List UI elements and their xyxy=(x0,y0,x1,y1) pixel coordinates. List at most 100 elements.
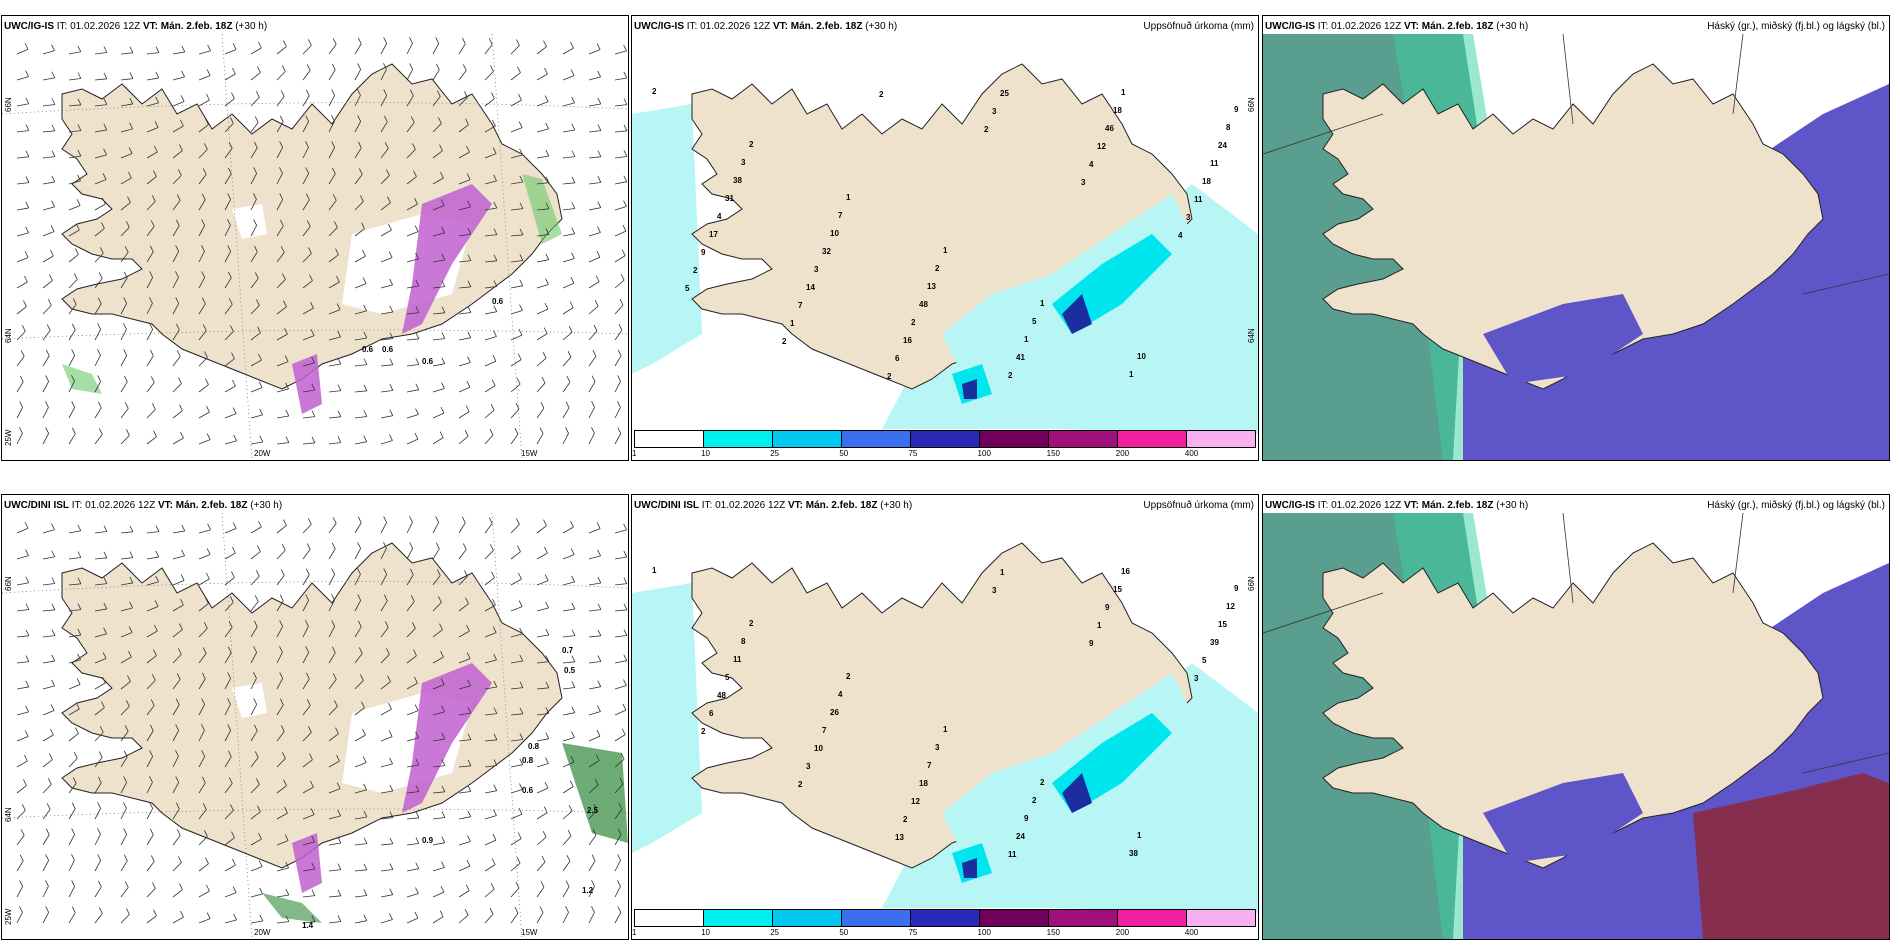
wind-barb xyxy=(328,600,335,612)
wind-barb xyxy=(328,173,336,185)
wind-barb xyxy=(94,658,107,664)
wind-barb-flag xyxy=(129,601,133,609)
wind-barb-flag xyxy=(565,401,570,408)
wind-barb xyxy=(458,576,468,586)
wind-barb-flag xyxy=(389,863,394,870)
precip-value-label: 8 xyxy=(1226,123,1231,132)
wind-barb-flag xyxy=(441,836,446,843)
wind-barb-flag xyxy=(71,375,75,382)
wind-barb-flag xyxy=(201,297,206,304)
colorbar-swatch xyxy=(704,910,773,926)
wind-barb-flag xyxy=(332,194,337,201)
wind-barb xyxy=(614,529,627,534)
wind-barb xyxy=(42,381,50,393)
wind-barb xyxy=(562,737,575,742)
wind-barb-flag xyxy=(308,247,312,254)
wind-barb xyxy=(510,660,523,664)
panel-field-title: Uppsöfnuð úrkoma (mm) xyxy=(1143,21,1254,32)
wind-barb xyxy=(172,782,180,794)
wind-barb xyxy=(94,355,101,367)
precip-value-label: 0.6 xyxy=(492,297,504,306)
wind-barb-flag xyxy=(71,349,76,356)
wind-barb-flag xyxy=(149,802,154,809)
wind-barb-flag xyxy=(488,38,493,45)
cloud-map-svg xyxy=(1263,34,1889,460)
wind-barb xyxy=(562,102,575,107)
wind-barb xyxy=(536,661,549,664)
wind-barb xyxy=(354,95,361,107)
wind-barb xyxy=(458,739,471,742)
wind-barb-flag xyxy=(493,707,498,714)
wind-barb xyxy=(536,836,547,846)
wind-barb xyxy=(354,228,365,237)
wind-barb xyxy=(510,739,523,742)
wind-barb-flag xyxy=(75,727,79,734)
precip-value-label: 3 xyxy=(1194,674,1199,683)
wind-barb xyxy=(406,43,413,55)
wind-barb-flag xyxy=(489,907,494,915)
wind-barb xyxy=(328,788,341,794)
wind-barb xyxy=(146,705,155,716)
wind-barb-flag xyxy=(389,358,394,365)
wind-barb-flag xyxy=(387,675,391,682)
wind-barb xyxy=(380,284,393,289)
wind-barb xyxy=(328,363,341,367)
wind-barb-flag xyxy=(389,409,394,416)
wind-barb xyxy=(302,121,310,133)
wind-barb xyxy=(328,706,338,716)
panel-bottom-cloud: UWC/IG-IS IT: 01.02.2026 12Z VT: Mán. 2.… xyxy=(1262,494,1890,940)
wind-barb-flag xyxy=(180,119,184,127)
colorbar-label: 400 xyxy=(1184,928,1199,937)
map-precip: 2 2 1 1 1 10 9 3 7 2 5 1 8 38 10 13 1 1 24 31 32 48 41 18 11 4 3 2 2… xyxy=(632,34,1258,460)
precip-value-label: 16 xyxy=(1121,567,1130,576)
colorbar-swatches xyxy=(634,430,1256,448)
wind-barb xyxy=(510,524,520,534)
wind-barb-flag xyxy=(542,831,547,838)
wind-barb-flag xyxy=(462,64,467,71)
wind-barb-flag xyxy=(77,577,82,584)
wind-barb xyxy=(588,635,601,638)
graticule xyxy=(2,34,628,460)
wind-barb xyxy=(458,386,471,393)
wind-barb-flag xyxy=(490,65,494,72)
wind-barb-flag xyxy=(415,811,420,818)
wind-barb xyxy=(250,251,258,263)
wind-barb xyxy=(42,280,53,289)
lat-label: 66N xyxy=(1247,576,1256,591)
wind-barb xyxy=(354,789,367,794)
wind-barb-flag xyxy=(519,202,524,209)
wind-barb xyxy=(42,556,55,560)
wind-barb-flag xyxy=(253,646,258,653)
wind-barb-flag xyxy=(414,911,419,919)
wind-barb-flag xyxy=(357,568,361,575)
wind-barb xyxy=(380,364,393,367)
wind-barb-flag xyxy=(409,89,414,96)
colorbar-swatch xyxy=(911,431,980,447)
wind-barb-flag xyxy=(227,646,232,653)
wind-barb-flag xyxy=(545,732,550,739)
wind-barb xyxy=(250,576,260,586)
model-name: UWC/DINI ISL xyxy=(4,500,69,511)
wind-barb xyxy=(484,234,497,237)
wind-barb-flag xyxy=(153,170,157,177)
wind-barb xyxy=(588,256,601,263)
wind-barb xyxy=(614,279,625,289)
wind-barb-flag xyxy=(570,755,575,763)
wind-barb-flag xyxy=(336,782,341,789)
wind-barb-flag xyxy=(571,150,576,157)
precip-value-label: 3 xyxy=(992,586,997,595)
vt-value: Mán. 2.feb. 18Z xyxy=(805,500,878,511)
wind-barb xyxy=(120,227,130,237)
wind-barbs xyxy=(16,37,628,445)
wind-barb-flag xyxy=(540,402,545,409)
wind-barb xyxy=(172,629,183,638)
wind-barb-flag xyxy=(464,430,469,437)
wind-barb-flag xyxy=(232,858,236,866)
precip-value-label: 2 xyxy=(701,727,706,736)
wind-barb xyxy=(198,809,207,820)
wind-barb-flag xyxy=(154,121,159,128)
wind-barb xyxy=(484,71,494,81)
wind-barb xyxy=(16,686,29,690)
colorbar-swatches xyxy=(634,909,1256,927)
wind-barb xyxy=(380,736,393,742)
